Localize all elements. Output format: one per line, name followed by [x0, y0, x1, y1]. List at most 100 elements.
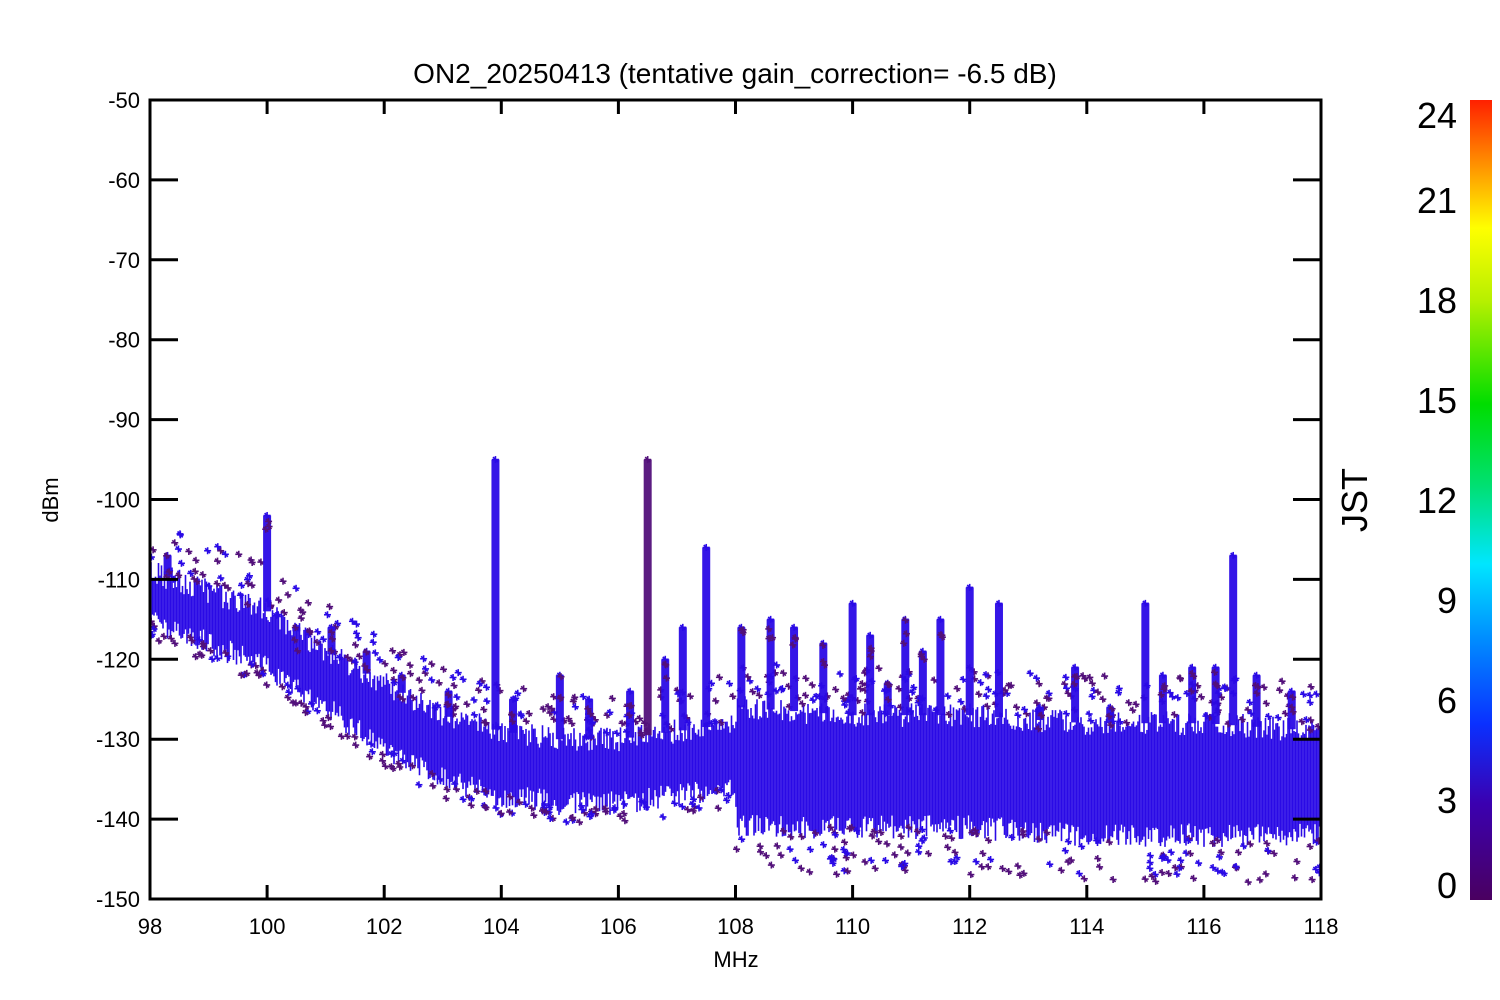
data-point-stroke	[298, 615, 305, 622]
data-point	[459, 795, 467, 803]
data-point	[1109, 876, 1117, 884]
data-point-stroke	[1065, 838, 1072, 845]
data-point-stroke	[1253, 672, 1260, 679]
data-point	[1276, 686, 1284, 694]
data-point-stroke	[626, 712, 633, 719]
data-point-stroke	[1146, 865, 1153, 872]
data-point	[849, 851, 857, 859]
data-point-stroke	[328, 624, 335, 631]
data-point-stroke	[1221, 870, 1228, 877]
data-point-stroke	[291, 636, 298, 643]
data-point-stroke	[780, 670, 787, 677]
data-point-stroke	[1002, 687, 1009, 694]
data-point-stroke	[684, 806, 691, 813]
data-point-stroke	[395, 760, 402, 767]
data-point	[671, 799, 679, 807]
data-point-stroke	[712, 697, 719, 704]
data-point-stroke	[1233, 863, 1240, 870]
data-point	[244, 601, 252, 609]
chart-title: ON2_20250413 (tentative gain_correction=…	[413, 58, 1057, 89]
y-tick-label: -60	[108, 168, 140, 193]
data-point	[1202, 712, 1210, 720]
data-point-stroke	[1183, 850, 1190, 857]
data-point-stroke	[985, 837, 992, 844]
data-point	[1057, 866, 1065, 874]
data-point-stroke	[1008, 682, 1015, 689]
data-point-stroke	[723, 797, 730, 804]
data-point	[913, 827, 921, 835]
data-point-stroke	[1142, 876, 1149, 883]
data-point-stroke	[284, 682, 291, 689]
data-point	[1005, 867, 1013, 875]
colorbar-tick-label: 12	[1417, 480, 1457, 521]
data-point-stroke	[832, 686, 839, 693]
data-point	[762, 852, 770, 860]
data-point	[918, 825, 926, 833]
data-point	[1105, 838, 1113, 846]
data-point-stroke	[171, 640, 178, 647]
data-point	[327, 647, 335, 655]
data-point	[832, 686, 840, 694]
data-point-stroke	[246, 572, 253, 579]
data-point	[406, 661, 414, 669]
data-point	[442, 794, 450, 802]
data-point-stroke	[1089, 680, 1096, 687]
data-point-stroke	[379, 757, 386, 764]
data-point	[606, 708, 614, 716]
data-point	[729, 692, 737, 700]
data-point-stroke	[1078, 843, 1085, 850]
data-point	[625, 711, 633, 719]
data-point-stroke	[222, 551, 229, 558]
data-point-stroke	[1240, 843, 1247, 850]
data-point	[662, 674, 670, 682]
data-point	[942, 832, 950, 840]
data-point-stroke	[780, 827, 787, 834]
data-point-stroke	[344, 733, 351, 740]
data-point-stroke	[390, 667, 397, 674]
x-tick-label: 100	[249, 914, 286, 939]
data-point-stroke	[603, 729, 610, 736]
data-point	[613, 729, 621, 737]
data-point	[176, 530, 184, 538]
data-point	[213, 580, 221, 588]
data-point	[1064, 858, 1072, 866]
data-point	[1289, 693, 1297, 701]
data-point	[263, 681, 271, 689]
data-point	[638, 798, 646, 806]
data-point-stroke	[756, 692, 763, 699]
data-point-stroke	[314, 628, 321, 635]
data-point	[714, 804, 722, 812]
data-point	[443, 701, 451, 709]
data-point	[237, 671, 245, 679]
data-point-stroke	[244, 601, 251, 608]
data-point	[915, 848, 923, 856]
y-tick-label: -70	[108, 248, 140, 273]
data-point	[480, 719, 488, 727]
data-point-stroke	[604, 712, 611, 719]
data-point-stroke	[214, 543, 221, 550]
data-point	[1215, 853, 1223, 861]
data-point	[1212, 663, 1220, 671]
data-point-stroke	[787, 833, 794, 840]
data-point-stroke	[1282, 710, 1289, 717]
y-axis-label: dBm	[38, 477, 63, 522]
data-point-stroke	[1262, 870, 1269, 877]
data-point	[1108, 705, 1116, 713]
data-point	[579, 693, 587, 701]
data-point	[205, 582, 213, 590]
data-point-stroke	[570, 698, 577, 705]
data-point	[1007, 681, 1015, 689]
data-point	[569, 813, 577, 821]
data-point	[1096, 863, 1104, 871]
data-point	[844, 867, 852, 875]
data-point	[326, 603, 334, 611]
data-point	[363, 666, 371, 674]
data-point-stroke	[829, 860, 836, 867]
data-point	[733, 845, 741, 853]
data-point	[313, 638, 321, 646]
data-point-stroke	[327, 723, 334, 730]
data-point-stroke	[768, 862, 775, 869]
data-point	[808, 681, 816, 689]
data-point-stroke	[1152, 878, 1159, 885]
y-tick-label: -100	[96, 488, 140, 513]
